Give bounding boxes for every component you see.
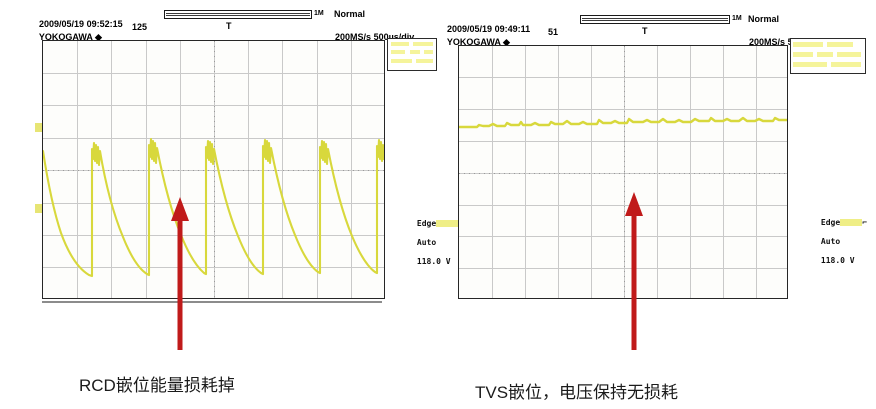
diamond-icon: ◆: [95, 32, 102, 42]
scope-left-counter: 125: [132, 22, 148, 32]
scope-left-trigger-marker: T: [226, 21, 232, 31]
scope-right-sample-rate: 200MS/s: [749, 37, 786, 47]
trigger-highlight-bar: [436, 219, 459, 227]
scope-right-time: 09:49:11: [494, 24, 531, 34]
scope-left-channel-settings[interactable]: [387, 38, 437, 71]
oscilloscope-left: 2009/05/19 09:52:15 YOKOGAWA ◆ 125 1M T …: [22, 8, 459, 303]
scope-left-acquisition: 200MS/s 500µs/div: [320, 22, 414, 52]
caption-right: TVS嵌位，电压保持无损耗: [475, 383, 679, 402]
scope-right-trigger-level: 118.0 V: [820, 255, 855, 265]
scope-right-counter: 51: [548, 27, 559, 37]
scope-right-channel-settings[interactable]: [790, 38, 866, 74]
diamond-icon: ◆: [503, 37, 510, 47]
trigger-slope-icon: ⌐: [862, 217, 867, 227]
scope-left-channel-marker-bottom[interactable]: [35, 204, 42, 213]
scope-left-trigger-level: 118.0 V: [416, 256, 451, 266]
scope-right-brand-row: YOKOGAWA ◆: [432, 27, 510, 58]
scope-left-brand-row: YOKOGAWA ◆: [24, 22, 102, 53]
scope-left-sample-rate: 200MS/s: [335, 32, 372, 42]
oscilloscope-right: 2009/05/19 09:49:11 YOKOGAWA ◆ 51 1M T N…: [430, 8, 867, 303]
scope-right-trigger-marker: T: [642, 26, 648, 36]
left-annotation-arrow: [171, 197, 189, 350]
scope-left-trigger-mode: Normal: [334, 9, 366, 19]
scope-left-datetime: 2009/05/19 09:52:15: [24, 9, 123, 39]
scope-right-datetime: 2009/05/19 09:49:11: [432, 14, 530, 44]
right-annotation-arrow: [625, 192, 643, 350]
scope-right-trigger-mode: Normal: [748, 14, 780, 24]
scope-right-grid[interactable]: [458, 45, 788, 299]
scope-left-timebase: 500µs/div: [373, 32, 415, 42]
left-panel-divider: [42, 301, 382, 303]
scope-left-time: 09:52:15: [86, 19, 123, 29]
scope-left-channel-marker-top[interactable]: [35, 123, 42, 132]
scope-right-waveform: [459, 116, 787, 129]
trigger-highlight-bar: [840, 218, 863, 226]
scope-right-memory-length: 1M: [732, 15, 742, 22]
scope-left-waveform: [43, 137, 384, 278]
scope-right-date: 2009/05/19: [447, 24, 493, 34]
scope-left-trigger-coupling: Auto: [416, 237, 437, 247]
scope-left-trigger-type: Edge: [416, 218, 437, 228]
scope-left-trigger-info: Edge Auto 118.0 V: [388, 209, 459, 276]
scope-left-date: 2009/05/19: [39, 19, 85, 29]
scope-left-brand: YOKOGAWA: [38, 32, 93, 42]
scope-right-memory-bar[interactable]: [580, 15, 730, 24]
caption-left: RCD嵌位能量损耗掉: [79, 376, 235, 395]
scope-right-brand: YOKOGAWA: [446, 37, 501, 47]
scope-left-memory-bar[interactable]: [164, 10, 312, 19]
scope-left-memory-length: 1M: [314, 10, 324, 17]
scope-left-grid[interactable]: [42, 40, 385, 299]
scope-right-trigger-type: Edge: [820, 217, 841, 227]
scope-right-trigger-info: Edge ⌐ Auto 118.0 V: [792, 208, 867, 275]
scope-right-trigger-coupling: Auto: [820, 236, 841, 246]
